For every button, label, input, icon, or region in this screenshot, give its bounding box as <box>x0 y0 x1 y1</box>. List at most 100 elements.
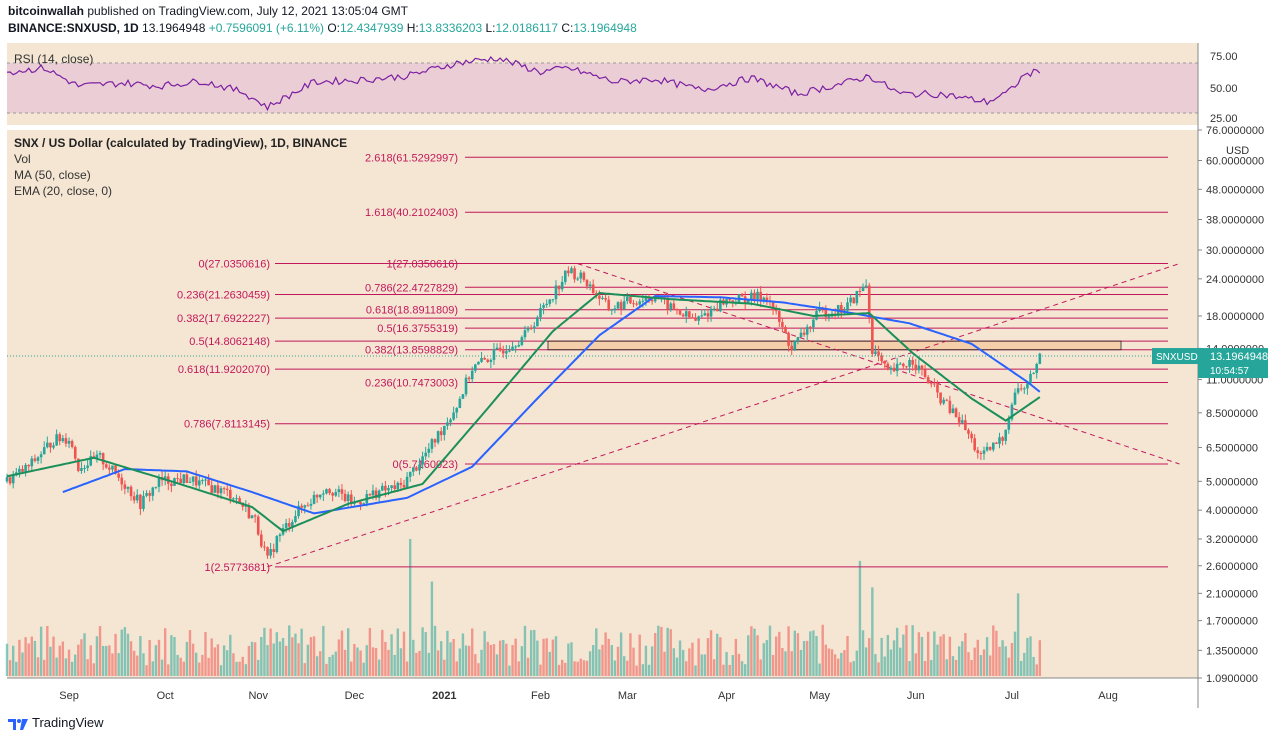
volume-bar <box>864 647 868 676</box>
candle-body <box>238 498 241 503</box>
tradingview-logo-icon[interactable] <box>8 717 28 731</box>
volume-bar <box>1026 637 1029 676</box>
volume-bar <box>573 661 576 676</box>
candle-body <box>526 327 530 331</box>
candle-body <box>756 291 759 300</box>
time-tick-label: Nov <box>248 690 268 702</box>
candle-body <box>464 377 468 395</box>
volume-bar <box>827 648 831 676</box>
volume-bar <box>849 662 852 676</box>
volume-bar <box>638 634 641 676</box>
candle-body <box>523 330 527 338</box>
candle-body <box>973 438 976 451</box>
volume-bar <box>756 635 759 676</box>
volume-bar <box>945 659 948 676</box>
volume-bar <box>294 633 297 676</box>
trendline <box>267 263 1180 568</box>
candle-body <box>340 489 344 494</box>
candle-body <box>954 408 958 418</box>
volume-bar <box>973 647 976 676</box>
volume-bar <box>939 636 942 676</box>
rsi-legend[interactable]: RSI (14, close) <box>14 52 94 66</box>
tradingview-brand[interactable]: TradingView <box>32 715 104 730</box>
candle-body <box>929 383 933 385</box>
volume-bar <box>961 641 964 676</box>
time-tick-label: Aug <box>1098 690 1118 702</box>
price-tick-label: 5.0000000 <box>1206 476 1258 488</box>
vol-legend[interactable]: Vol <box>14 152 31 166</box>
candle-body <box>492 349 496 361</box>
candle-body <box>303 505 307 508</box>
candle-body <box>61 438 65 442</box>
volume-bar <box>129 641 133 676</box>
ma-legend[interactable]: MA (50, close) <box>14 168 91 182</box>
volume-bar <box>95 636 99 676</box>
volume-bar <box>647 664 651 676</box>
time-tick-label: Mar <box>618 690 637 702</box>
candle-body <box>498 347 502 351</box>
candle-body <box>818 307 821 312</box>
volume-bar <box>985 637 989 676</box>
candle-body <box>536 317 539 327</box>
candle-body <box>681 314 685 317</box>
candle-body <box>970 433 973 439</box>
volume-bar <box>284 645 288 676</box>
close-value: 13.1964948 <box>573 21 637 35</box>
volume-bar <box>328 656 331 676</box>
volume-bar <box>449 642 452 676</box>
volume-bar <box>1029 636 1032 676</box>
candle-body <box>36 457 40 461</box>
candle-body <box>560 281 564 290</box>
price-chart[interactable]: 76.0000000 60.0000000 48.0000000 38.0000000… <box>0 40 1280 709</box>
volume-bar <box>266 645 269 676</box>
volume-bar <box>598 649 601 676</box>
volume-bar <box>257 659 260 676</box>
volume-bar <box>216 644 220 676</box>
candle-body <box>588 284 592 287</box>
volume-bar <box>694 665 697 676</box>
candle-body <box>715 308 719 312</box>
volume-bar <box>542 638 545 676</box>
candle-body <box>982 450 986 454</box>
fib-label: 0(27.0350616) <box>198 258 270 270</box>
volume-bar <box>492 644 496 676</box>
candle-body <box>511 346 514 351</box>
candle-body <box>846 302 849 311</box>
candle-body <box>570 268 573 274</box>
candle-body <box>1007 419 1011 430</box>
candle-body <box>933 383 936 385</box>
volume-bar <box>340 630 344 676</box>
candle-body <box>529 327 533 329</box>
candle-body <box>787 332 790 346</box>
candle-body <box>396 482 400 490</box>
candle-body <box>117 473 120 478</box>
fib-label: 1(2.5773681) <box>205 562 270 574</box>
publish-line: bitcoinwallah published on TradingView.c… <box>8 4 408 18</box>
volume-bar <box>728 664 731 676</box>
candle-body <box>542 305 545 308</box>
candle-body <box>247 505 251 519</box>
volume-bar <box>173 637 176 676</box>
volume-bar <box>402 631 406 676</box>
author-name[interactable]: bitcoinwallah <box>8 4 85 18</box>
volume-bar <box>27 643 30 676</box>
time-tick-label: Dec <box>345 690 365 702</box>
volume-bar <box>359 650 362 676</box>
volume-bar <box>517 661 520 676</box>
volume-bar <box>840 652 843 676</box>
candle-body <box>858 291 862 293</box>
volume-bar <box>443 659 446 676</box>
volume-bar <box>83 633 86 676</box>
candle-body <box>1038 353 1042 364</box>
candle-body <box>905 366 908 368</box>
candle-body <box>312 494 316 504</box>
volume-bar <box>204 632 207 676</box>
volume-bar <box>536 640 539 676</box>
volume-bar <box>55 657 58 676</box>
price-tick-label: 38.0000000 <box>1206 214 1264 226</box>
candle-body <box>554 285 558 300</box>
volume-bar <box>281 638 285 676</box>
ema-legend[interactable]: EMA (20, close, 0) <box>14 184 113 198</box>
candle-body <box>108 467 111 470</box>
fib-label: 0.5(16.3755319) <box>377 323 458 335</box>
